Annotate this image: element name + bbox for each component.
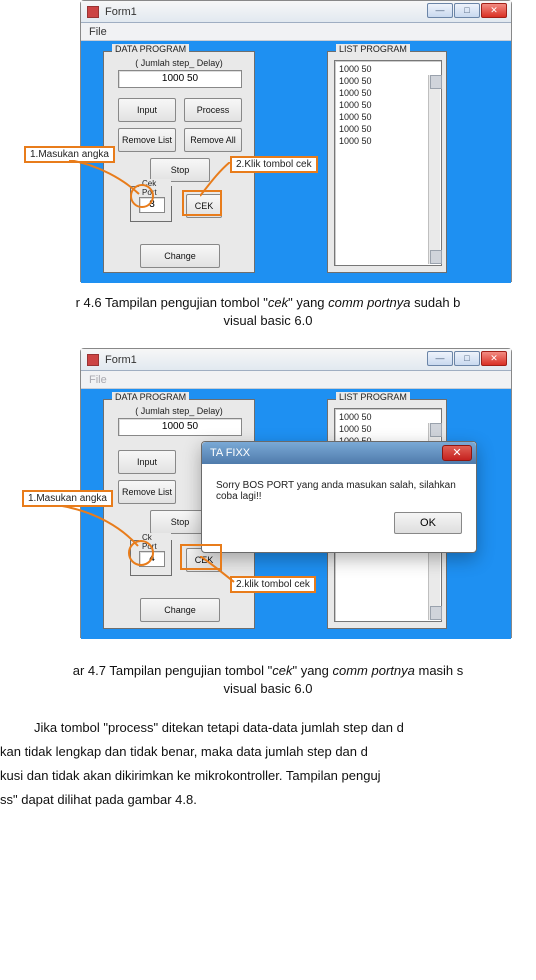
titlebar: Form1 — □ ✕ <box>81 1 511 23</box>
caption-text: " yang <box>288 295 328 310</box>
dialog-body: Sorry BOS PORT yang anda masukan salah, … <box>202 464 476 512</box>
callout-2-text: 2.Klik tombol cek <box>236 159 312 170</box>
body-line: Jika tombol "process" ditekan tetapi dat… <box>0 716 536 740</box>
body-line: kusi dan tidak akan dikirimkan ke mikrok… <box>0 764 536 788</box>
caption-fig2: ar 4.7 Tampilan pengujian tombol "cek" y… <box>0 662 536 698</box>
maximize-button[interactable]: □ <box>454 351 480 366</box>
caption-fig1: r 4.6 Tampilan pengujian tombol "cek" ya… <box>0 294 536 330</box>
scrollbar[interactable] <box>428 75 440 264</box>
body-line: kan tidak lengkap dan tidak benar, maka … <box>0 740 536 764</box>
body-line: ss" dapat dilihat pada gambar 4.8. <box>0 788 536 812</box>
menu-file[interactable]: File <box>89 26 107 38</box>
caption-italic: comm portnya <box>333 663 415 678</box>
remove-list-button[interactable]: Remove List <box>118 480 176 504</box>
group-list-program: LIST PROGRAM 1000 50 1000 50 1000 50 100… <box>327 51 447 273</box>
step-delay-input[interactable]: 1000 50 <box>118 418 242 436</box>
caption-text: " yang <box>292 663 332 678</box>
caption-italic: cek <box>272 663 292 678</box>
list-item: 1000 50 <box>339 411 437 423</box>
change-button[interactable]: Change <box>140 598 220 622</box>
group-title: LIST PROGRAM <box>336 44 410 54</box>
dialog-message: Sorry BOS PORT yang anda masukan salah, … <box>216 480 456 502</box>
caption-text: sudah b <box>411 295 461 310</box>
callout-2: 2.Klik tombol cek <box>230 156 318 173</box>
menubar: File <box>81 23 511 41</box>
app-icon <box>87 354 99 366</box>
window-fig1: Form1 — □ ✕ File DATA PROGRAM ( Jumlah s… <box>80 0 512 282</box>
body-paragraph: Jika tombol "process" ditekan tetapi dat… <box>0 716 536 812</box>
callout-2-text: 2.klik tombol cek <box>236 579 310 590</box>
callout-1-text: 1.Masukan angka <box>28 493 107 504</box>
highlight-rect-cek <box>182 190 222 216</box>
dialog-titlebar: TA FIXX ✕ <box>202 442 476 464</box>
callout-1-text: 1.Masukan angka <box>30 149 109 160</box>
caption-italic: comm portnya <box>328 295 410 310</box>
close-button[interactable]: ✕ <box>481 351 507 366</box>
maximize-button[interactable]: □ <box>454 3 480 18</box>
menubar: File <box>81 371 511 389</box>
connector-1 <box>69 160 149 200</box>
window-fig2: Form1 — □ ✕ File DATA PROGRAM ( Jumlah s… <box>80 348 512 638</box>
list-item: 1000 50 <box>339 111 437 123</box>
caption-text: masih s <box>415 663 463 678</box>
caption-line2: visual basic 6.0 <box>224 313 313 328</box>
body-italic: ss <box>0 792 13 807</box>
callout-1: 1.Masukan angka <box>22 490 113 507</box>
process-button[interactable]: Process <box>184 98 242 122</box>
window-title: Form1 <box>105 6 137 18</box>
close-button[interactable]: ✕ <box>481 3 507 18</box>
list-item: 1000 50 <box>339 423 437 435</box>
body-text: " ditekan tetapi data-data jumlah step d… <box>154 720 404 735</box>
list-item: 1000 50 <box>339 75 437 87</box>
list-item: 1000 50 <box>339 87 437 99</box>
step-delay-input[interactable]: 1000 50 <box>118 70 242 88</box>
dialog-ok-button[interactable]: OK <box>394 512 462 534</box>
sublabel: ( Jumlah step_ Delay) <box>104 58 254 68</box>
minimize-button[interactable]: — <box>427 351 453 366</box>
sublabel: ( Jumlah step_ Delay) <box>104 406 254 416</box>
highlight-rect-cek <box>180 544 222 570</box>
remove-all-button[interactable]: Remove All <box>184 128 242 152</box>
group-title: LIST PROGRAM <box>336 392 410 402</box>
window-title: Form1 <box>105 354 137 366</box>
app-icon <box>87 6 99 18</box>
body-text: Jika tombol " <box>34 720 108 735</box>
menu-file[interactable]: File <box>89 374 107 386</box>
minimize-button[interactable]: — <box>427 3 453 18</box>
titlebar: Form1 — □ ✕ <box>81 349 511 371</box>
input-button[interactable]: Input <box>118 450 176 474</box>
body-text: " dapat dilihat pada gambar 4.8. <box>13 792 197 807</box>
dialog-title: TA FIXX <box>210 447 250 459</box>
caption-text: ar 4.7 Tampilan pengujian tombol " <box>73 663 273 678</box>
window-controls: — □ ✕ <box>427 3 507 18</box>
list-item: 1000 50 <box>339 99 437 111</box>
body-italic: process <box>108 720 154 735</box>
connector-1 <box>62 506 148 552</box>
dialog-close-button[interactable]: ✕ <box>442 445 472 461</box>
change-button[interactable]: Change <box>140 244 220 268</box>
list-item: 1000 50 <box>339 135 437 147</box>
list-program-box[interactable]: 1000 50 1000 50 1000 50 1000 50 1000 50 … <box>334 60 442 266</box>
group-title: DATA PROGRAM <box>112 392 189 402</box>
caption-line2: visual basic 6.0 <box>224 681 313 696</box>
window-controls: — □ ✕ <box>427 351 507 366</box>
remove-list-button[interactable]: Remove List <box>118 128 176 152</box>
page: Form1 — □ ✕ File DATA PROGRAM ( Jumlah s… <box>0 0 536 980</box>
input-button[interactable]: Input <box>118 98 176 122</box>
caption-italic: cek <box>268 295 288 310</box>
caption-text: r 4.6 Tampilan pengujian tombol " <box>76 295 268 310</box>
error-dialog: TA FIXX ✕ Sorry BOS PORT yang anda masuk… <box>201 441 477 553</box>
list-item: 1000 50 <box>339 123 437 135</box>
list-item: 1000 50 <box>339 63 437 75</box>
group-title: DATA PROGRAM <box>112 44 189 54</box>
